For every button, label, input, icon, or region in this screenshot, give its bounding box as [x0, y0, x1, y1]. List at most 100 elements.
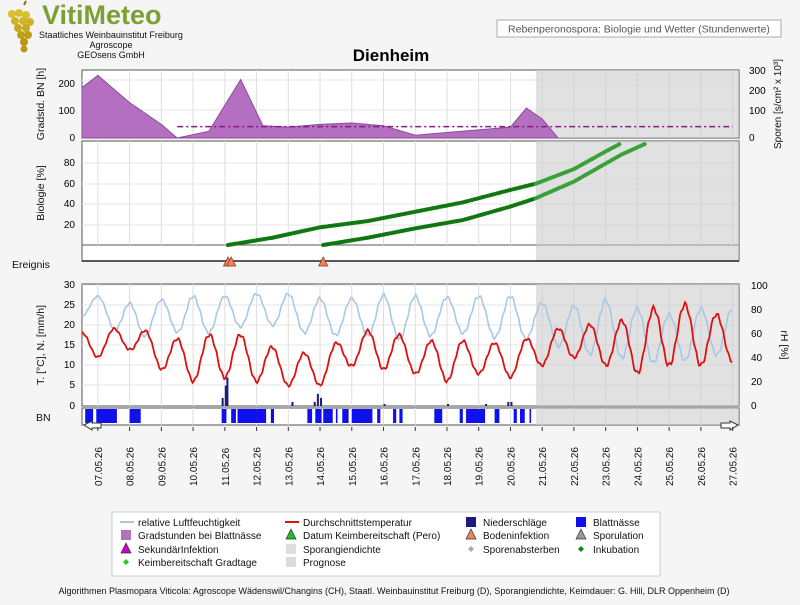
gradstunden-tick: 100: [58, 106, 75, 117]
weather-ylabel: T. [°C], N. [mm/h]: [35, 305, 47, 385]
bodeninfektion-marker: [318, 256, 329, 267]
date-label: 22.05.26: [570, 447, 581, 486]
legend-label: Bodeninfektion: [483, 531, 549, 542]
scroll-left-button[interactable]: [82, 420, 102, 431]
humidity-tick: 100: [751, 281, 768, 292]
sporen-tick: 100: [749, 106, 766, 117]
bodeninfektion-marker: [226, 256, 237, 267]
grape-logo-icon: [8, 0, 34, 53]
org-line-2: Agroscope: [89, 40, 132, 50]
blattnaesse-block: [307, 409, 313, 423]
date-axis-labels: 07.05.26 08.05.26 09.05.26 10.05.26 11.05.26…: [94, 427, 740, 486]
blattnaesse-block: [237, 409, 267, 423]
blattnaesse-block: [351, 409, 373, 423]
date-label: 26.05.26: [697, 447, 708, 486]
niederschlag-bar: [316, 393, 319, 406]
date-label: 23.05.26: [602, 447, 613, 486]
biologie-series: [225, 142, 647, 248]
legend-label: Keimbereitschaft Gradtage: [138, 558, 257, 569]
niederschlag-bar: [507, 401, 510, 406]
gradstunden-tick: 0: [69, 133, 75, 144]
weather-tick: 10: [64, 360, 76, 371]
legend-swatch-square: [286, 544, 296, 554]
sporen-tick: 200: [749, 86, 766, 97]
date-label: 14.05.26: [316, 447, 327, 486]
weather-tick: 5: [69, 380, 75, 391]
legend-label: relative Luftfeuchtigkeit: [138, 518, 241, 529]
humidity-line-prognose: [535, 296, 733, 364]
date-label: 21.05.26: [538, 447, 549, 486]
ereignis-markers: [82, 256, 739, 267]
gradstunden-tick: 200: [58, 79, 75, 90]
legend-swatch-diamond: [468, 546, 474, 552]
blattnaesse-block: [342, 409, 349, 423]
legend-label: Gradstunden bei Blattnässe: [138, 531, 262, 542]
legend-swatch-triangle: [465, 528, 477, 540]
legend-swatch-triangle: [120, 542, 132, 554]
gradstunden-area: [81, 74, 560, 139]
subtitle-box: [496, 19, 782, 38]
bn-label: BN: [36, 412, 51, 424]
date-label: 18.05.26: [443, 447, 454, 486]
blattnaesse-block: [494, 409, 500, 423]
date-label: 19.05.26: [475, 447, 486, 486]
legend-swatch-square: [576, 517, 586, 527]
niederschlag-bar: [291, 401, 294, 406]
niederschlag-bar: [224, 385, 227, 406]
humidity-tick: 60: [751, 329, 763, 340]
date-label: 15.05.26: [348, 447, 359, 486]
sporen-tick: 300: [749, 66, 766, 77]
weather-tick: 30: [64, 280, 76, 291]
inkubation-point: [617, 142, 622, 147]
temperature-line-prognose: [535, 300, 733, 375]
legend-swatch-square: [121, 530, 131, 540]
date-label: 12.05.26: [253, 447, 264, 486]
weather-tick: 15: [64, 340, 76, 351]
inkubation-point: [642, 142, 647, 147]
logo-text: VitiMeteo: [42, 0, 162, 30]
blattnaesse-block: [129, 409, 141, 423]
legend-label: Sporangiendichte: [303, 545, 381, 556]
gradstunden-ylabel: Gradstd. BN [h]: [35, 68, 47, 140]
legend-box: [111, 511, 661, 577]
legend-label: Niederschläge: [483, 518, 547, 529]
legend-label: Blattnässe: [593, 518, 640, 529]
sporen-tick: 0: [749, 133, 755, 144]
biologie-tick: 40: [64, 199, 76, 210]
date-label: 16.05.26: [380, 447, 391, 486]
blattnaesse-block: [96, 409, 117, 423]
blattnaesse-block: [466, 409, 486, 423]
blattnaesse-block: [529, 409, 532, 423]
date-label: 13.05.26: [284, 447, 295, 486]
blattnaesse-block: [399, 409, 403, 423]
legend-label: SekundärInfektion: [138, 545, 219, 556]
blattnaesse-block: [393, 409, 397, 423]
legend-swatch-diamond: [123, 559, 129, 565]
blattnaesse-series: [85, 409, 532, 423]
humidity-ylabel: rH [%]: [778, 330, 790, 359]
niederschlag-bar: [383, 403, 386, 406]
legend-swatch-triangle: [285, 528, 297, 540]
niederschlag-bar: [485, 403, 488, 406]
scroll-right-button[interactable]: [720, 420, 740, 431]
axis-ticks: 0 100 200 0 100 200 300 20 40 60 80 0 5 …: [58, 66, 768, 412]
legend-swatch-square: [286, 557, 296, 567]
biologie-tick: 80: [64, 158, 76, 169]
legend: relative Luftfeuchtigkeit Durchschnittste…: [120, 517, 644, 569]
niederschlag-bar: [221, 397, 224, 406]
blattnaesse-block: [221, 409, 227, 423]
niederschlag-bar: [226, 377, 229, 406]
blattnaesse-block: [434, 409, 443, 423]
weather-tick: 25: [64, 300, 76, 311]
prognose-shading: [535, 70, 739, 425]
date-label: 09.05.26: [157, 447, 168, 486]
date-label: 25.05.26: [665, 447, 676, 486]
org-line-1: Staatliches Weinbauinstitut Freiburg: [39, 30, 183, 40]
weather-tick: 0: [69, 401, 75, 412]
legend-label: Sporenabsterben: [483, 545, 560, 556]
date-label: 07.05.26: [94, 447, 105, 486]
temperature-line: [81, 326, 538, 389]
date-label: 20.05.26: [506, 447, 517, 486]
blattnaesse-block: [377, 409, 381, 423]
blattnaesse-block: [315, 409, 322, 423]
